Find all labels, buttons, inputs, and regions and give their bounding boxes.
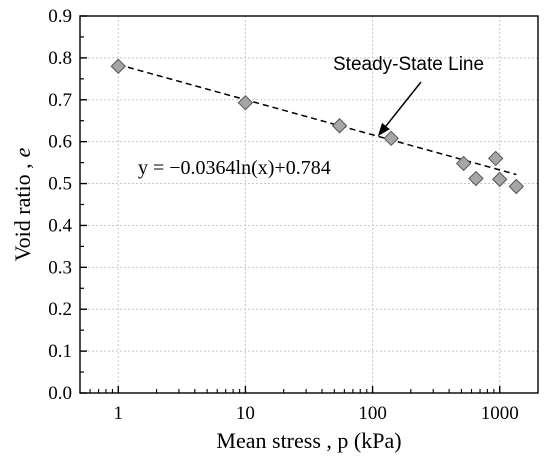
y-axis-title-text: Void ratio , bbox=[10, 163, 35, 261]
x-axis-title: Mean stress , p (kPa) bbox=[216, 428, 401, 453]
x-tick-label: 100 bbox=[358, 403, 387, 424]
y-tick-label: 0.0 bbox=[48, 383, 72, 404]
y-axis-title: Void ratio , e bbox=[10, 147, 35, 261]
trend-line bbox=[118, 63, 517, 176]
data-point bbox=[508, 178, 525, 195]
data-point bbox=[455, 155, 472, 172]
trendline-equation: y = −0.0364ln(x)+0.784 bbox=[138, 157, 331, 179]
y-axis-title-variable: e bbox=[10, 147, 35, 157]
y-tick-label: 0.3 bbox=[48, 257, 72, 278]
y-tick-label: 0.8 bbox=[48, 48, 72, 69]
annotation-arrow bbox=[385, 81, 422, 127]
x-axis: 1 10 100 1000 bbox=[114, 386, 519, 424]
y-axis: 0.0 0.1 0.2 0.3 0.4 0.5 0.6 0.7 0.8 0.9 bbox=[48, 6, 87, 404]
y-tick-label: 0.4 bbox=[48, 215, 72, 236]
x-tick-label: 10 bbox=[236, 403, 255, 424]
steady-state-line-label: Steady-State Line bbox=[333, 54, 484, 75]
data-points bbox=[110, 58, 525, 195]
x-tick-label: 1 bbox=[114, 403, 124, 424]
annotation-arrowhead bbox=[377, 122, 390, 137]
y-tick-label: 0.7 bbox=[48, 90, 72, 111]
data-point bbox=[237, 95, 254, 111]
data-point bbox=[468, 170, 484, 187]
data-point bbox=[110, 58, 126, 74]
data-point bbox=[383, 130, 399, 147]
y-tick-label: 0.6 bbox=[48, 132, 72, 153]
y-tick-label: 0.1 bbox=[48, 341, 72, 362]
data-point bbox=[488, 150, 504, 167]
x-tick-label: 1000 bbox=[481, 403, 519, 424]
y-tick-label: 0.5 bbox=[48, 174, 72, 195]
data-point bbox=[492, 171, 508, 188]
y-tick-label: 0.2 bbox=[48, 299, 72, 320]
data-point bbox=[331, 118, 348, 134]
y-tick-label: 0.9 bbox=[48, 6, 72, 27]
